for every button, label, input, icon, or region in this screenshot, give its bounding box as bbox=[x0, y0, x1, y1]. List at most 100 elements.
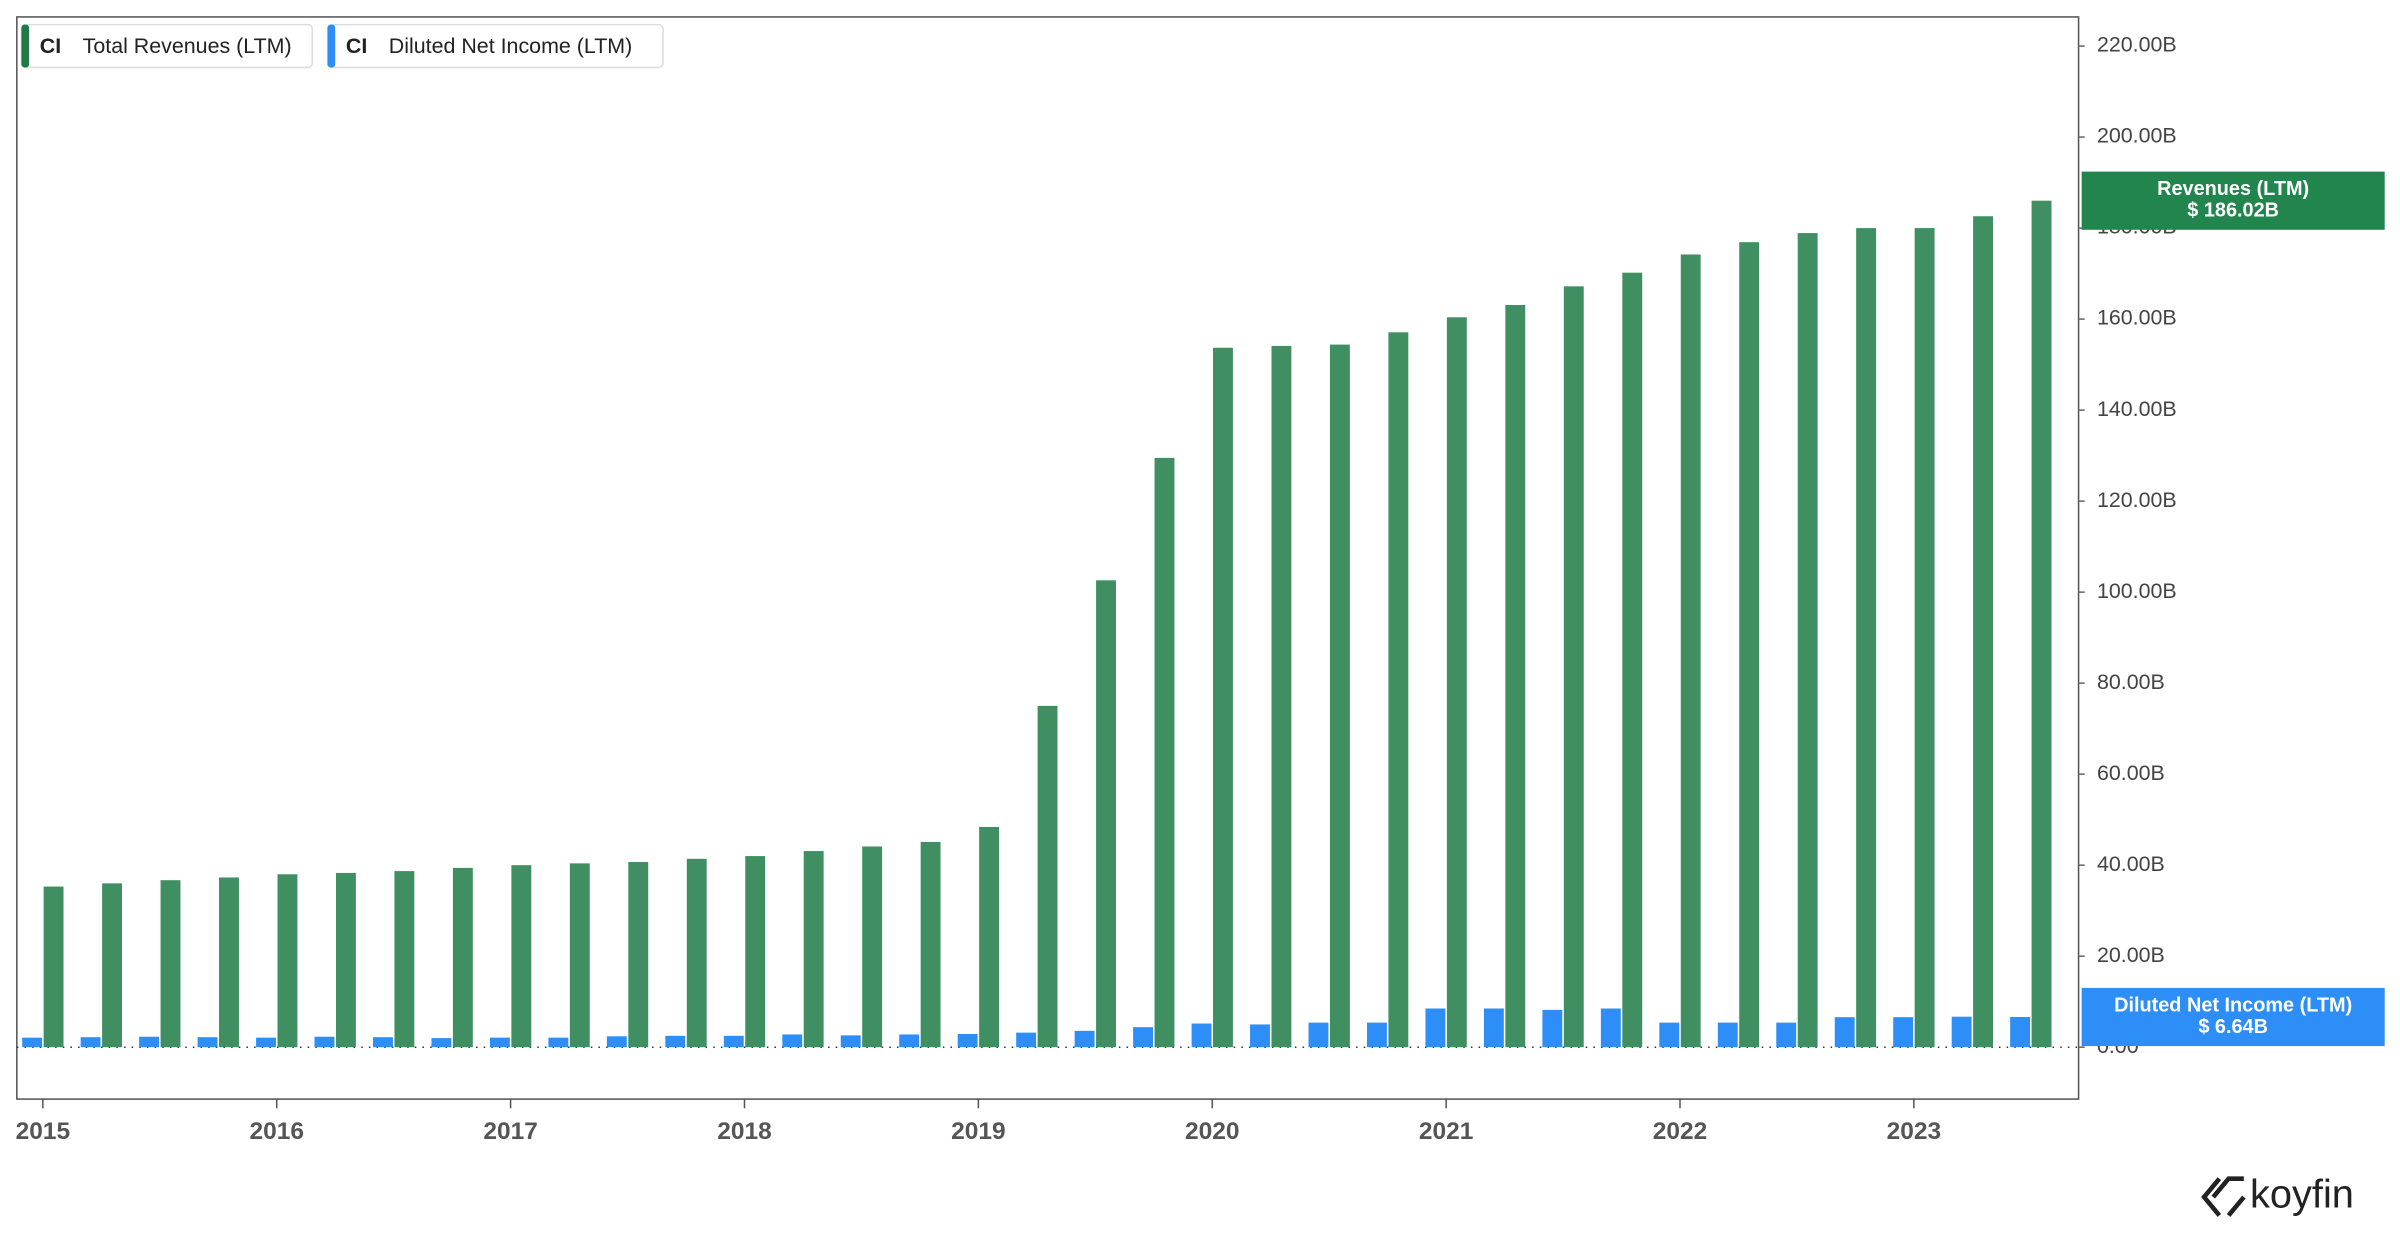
callout-box bbox=[2081, 987, 2385, 1047]
legend-swatch bbox=[327, 24, 336, 68]
y-tick-label: 80.00B bbox=[2097, 670, 2165, 694]
bar bbox=[803, 851, 824, 1048]
brand-icon bbox=[2201, 1176, 2246, 1217]
x-tick-label: 2017 bbox=[483, 1118, 537, 1145]
bar bbox=[277, 874, 298, 1048]
brand-text: koyfin bbox=[2250, 1173, 2354, 1217]
bar bbox=[1037, 705, 1058, 1048]
y-tick-label: 40.00B bbox=[2097, 852, 2165, 876]
bar bbox=[139, 1036, 160, 1048]
bar bbox=[1074, 1030, 1095, 1048]
x-tick-label: 2018 bbox=[717, 1118, 771, 1145]
bar bbox=[43, 886, 64, 1048]
y-tick-label: 220.00B bbox=[2097, 33, 2177, 57]
bar bbox=[1154, 457, 1175, 1048]
bar bbox=[862, 846, 883, 1048]
x-tick-label: 2020 bbox=[1185, 1118, 1239, 1145]
y-tick-label: 140.00B bbox=[2097, 397, 2177, 421]
y-tick-label: 100.00B bbox=[2097, 579, 2177, 603]
bar bbox=[314, 1036, 335, 1048]
bar bbox=[686, 858, 707, 1048]
callout-box bbox=[2081, 171, 2385, 230]
legend-item[interactable]: CI Total Revenues (LTM) bbox=[20, 23, 314, 69]
bar bbox=[197, 1037, 218, 1048]
bar bbox=[606, 1036, 627, 1048]
x-tick-label: 2019 bbox=[951, 1118, 1005, 1145]
bar bbox=[1834, 1017, 1855, 1048]
bar bbox=[1717, 1022, 1738, 1048]
y-tick-label: 120.00B bbox=[2097, 488, 2177, 512]
bar bbox=[1329, 344, 1350, 1048]
legend-label: Total Revenues (LTM) bbox=[83, 34, 292, 58]
bar bbox=[1797, 233, 1818, 1048]
bar bbox=[1213, 347, 1233, 1048]
bar bbox=[1505, 304, 1526, 1048]
bar bbox=[665, 1035, 686, 1048]
bar bbox=[1016, 1032, 1037, 1048]
x-tick-label: 2023 bbox=[1887, 1118, 1941, 1145]
bar bbox=[1563, 286, 1584, 1048]
legend-ticker: CI bbox=[40, 34, 61, 58]
x-tick-label: 2015 bbox=[16, 1118, 70, 1145]
bar bbox=[782, 1034, 803, 1048]
bar bbox=[1446, 317, 1467, 1048]
bar bbox=[511, 865, 532, 1048]
y-tick-label: 20.00B bbox=[2097, 943, 2165, 967]
bar bbox=[1271, 345, 1292, 1048]
bar bbox=[1680, 254, 1701, 1048]
bar bbox=[335, 872, 356, 1048]
bar bbox=[1600, 1008, 1621, 1048]
x-tick-label: 2022 bbox=[1653, 1118, 1707, 1145]
bar bbox=[489, 1037, 510, 1048]
bar bbox=[569, 863, 590, 1048]
bar bbox=[22, 1037, 43, 1048]
bar bbox=[1191, 1023, 1212, 1048]
value-callout: Diluted Net Income (LTM)$ 6.64B bbox=[2081, 987, 2385, 1047]
callout-value: $ 186.02B bbox=[2187, 200, 2279, 222]
bar bbox=[1425, 1008, 1446, 1048]
bar bbox=[745, 856, 766, 1048]
bar bbox=[1893, 1017, 1914, 1048]
bar bbox=[1659, 1022, 1680, 1048]
brand-logo: koyfin bbox=[2201, 1173, 2354, 1217]
legend-ticker: CI bbox=[346, 34, 367, 58]
bar bbox=[1951, 1016, 1972, 1048]
bar bbox=[394, 871, 415, 1048]
callout-value: $ 6.64B bbox=[2198, 1016, 2268, 1038]
x-tick-label: 2021 bbox=[1419, 1118, 1473, 1145]
bar bbox=[979, 826, 1000, 1048]
bar bbox=[80, 1037, 101, 1048]
legend-label: Diluted Net Income (LTM) bbox=[389, 34, 632, 58]
bar bbox=[1133, 1027, 1154, 1048]
bar bbox=[256, 1037, 276, 1048]
bar bbox=[920, 841, 941, 1048]
x-tick-label: 2016 bbox=[250, 1118, 304, 1145]
bar bbox=[957, 1034, 978, 1048]
bar bbox=[723, 1035, 744, 1048]
legend-swatch bbox=[21, 24, 30, 68]
bar bbox=[1483, 1008, 1504, 1048]
bar bbox=[1366, 1022, 1387, 1048]
bar bbox=[1096, 580, 1116, 1048]
bar bbox=[1776, 1022, 1797, 1048]
bar bbox=[1622, 272, 1643, 1048]
callout-title: Diluted Net Income (LTM) bbox=[2114, 995, 2352, 1017]
value-callout: Revenues (LTM)$ 186.02B bbox=[2081, 171, 2385, 230]
bar bbox=[899, 1034, 920, 1048]
legend-item[interactable]: CI Diluted Net Income (LTM) bbox=[326, 23, 664, 69]
bar bbox=[1388, 332, 1409, 1048]
y-tick-label: 60.00B bbox=[2097, 761, 2165, 785]
bar bbox=[373, 1037, 393, 1048]
bar bbox=[1856, 228, 1877, 1048]
bar bbox=[1973, 216, 1994, 1048]
bar bbox=[840, 1035, 861, 1048]
bar bbox=[1542, 1009, 1563, 1048]
y-tick-label: 200.00B bbox=[2097, 124, 2177, 148]
y-tick-label: 160.00B bbox=[2097, 306, 2177, 330]
bar bbox=[102, 883, 122, 1048]
bar bbox=[1739, 242, 1760, 1048]
bar bbox=[548, 1037, 569, 1048]
bar bbox=[160, 880, 181, 1048]
